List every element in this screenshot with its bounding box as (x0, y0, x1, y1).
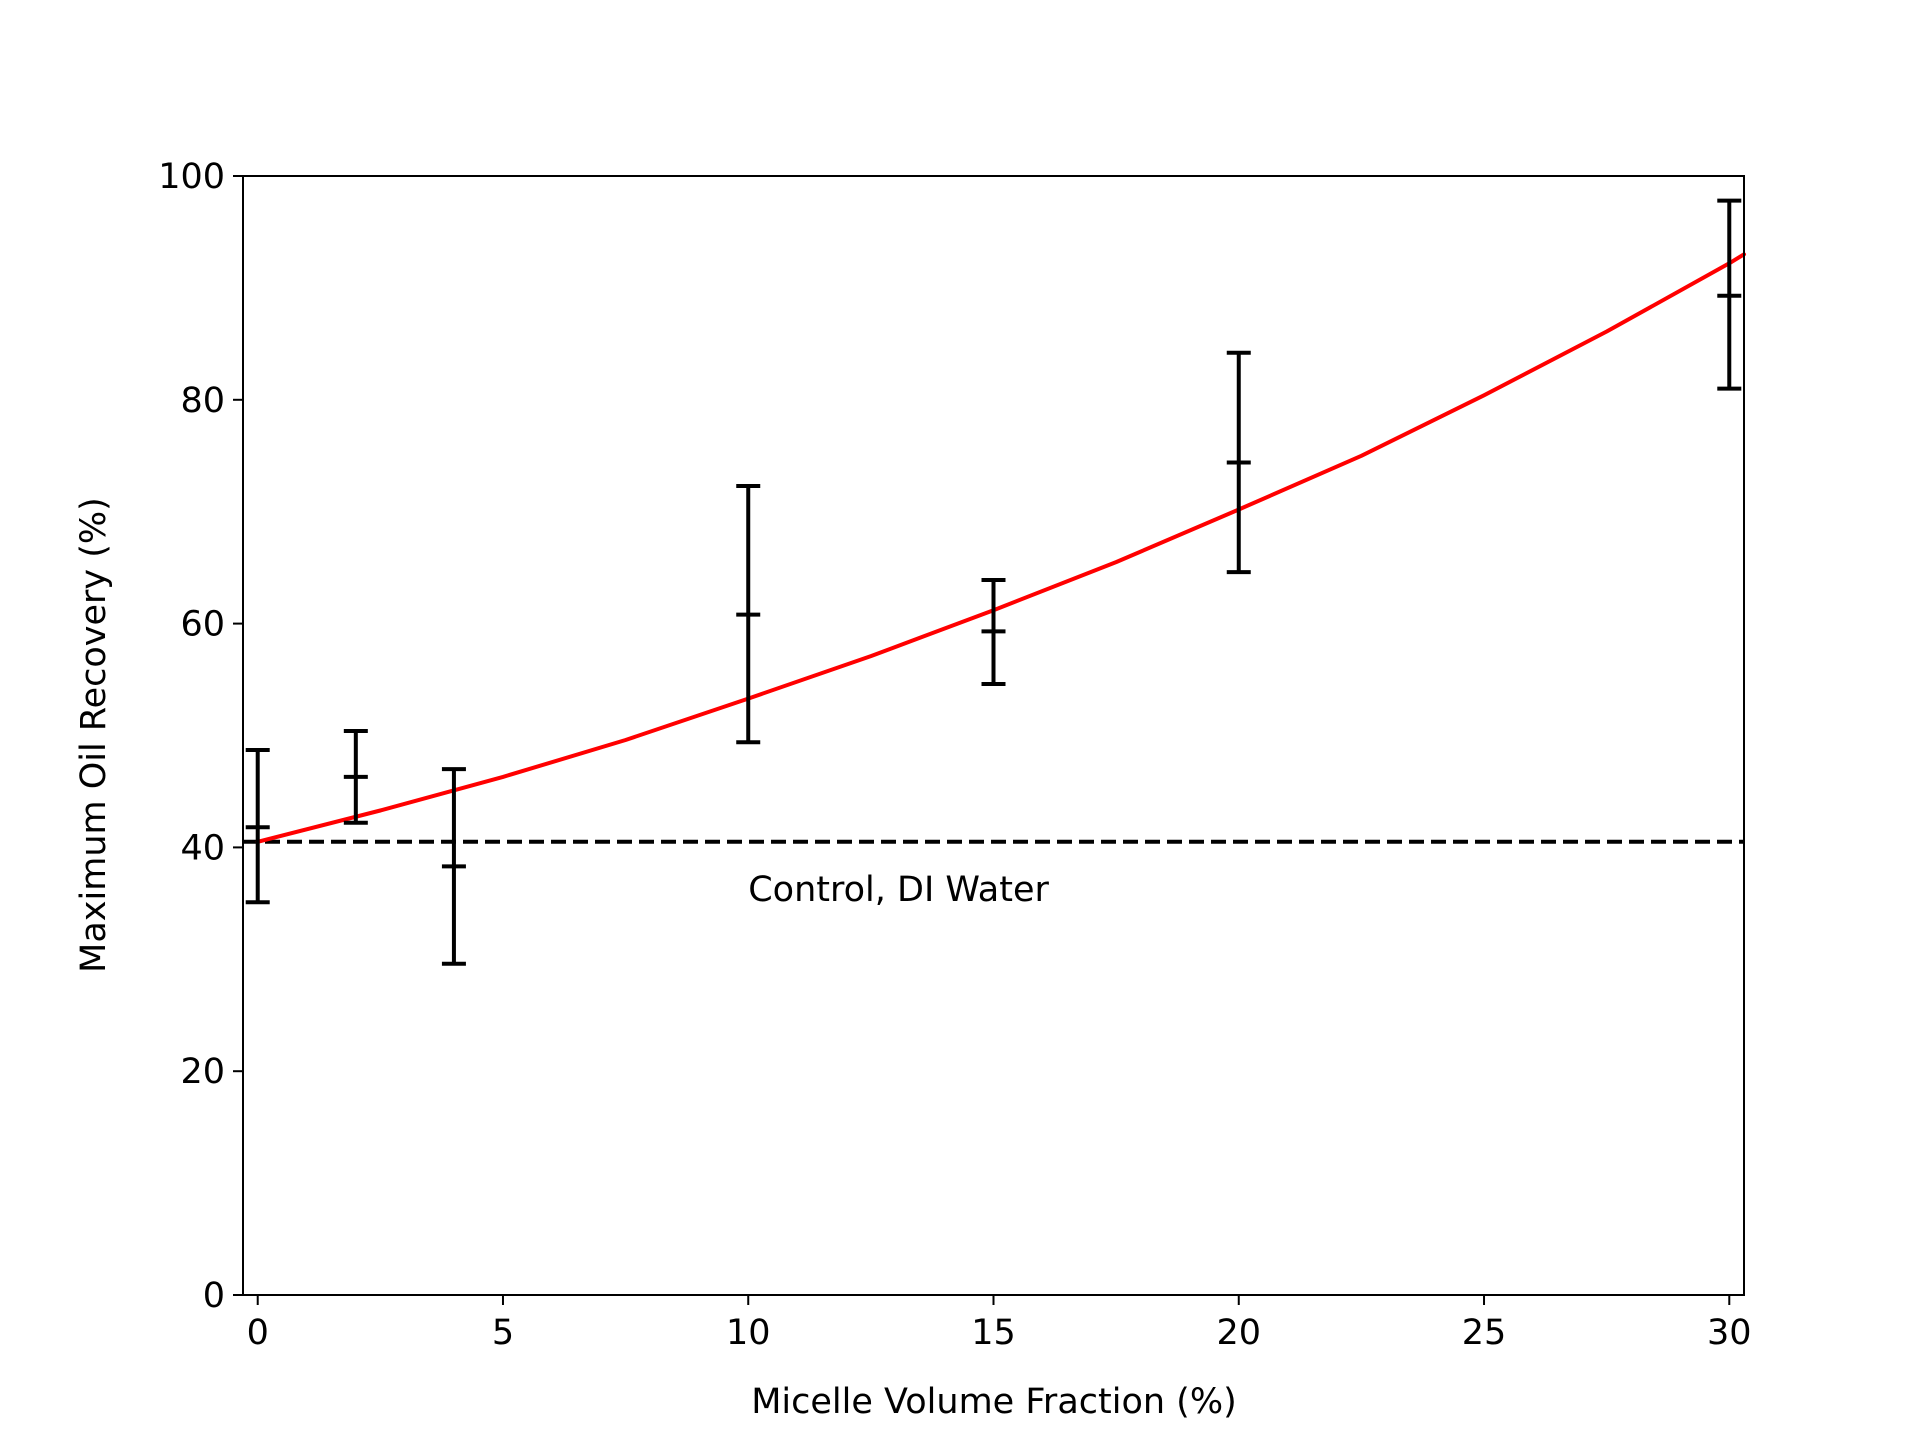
errorbar-point (736, 483, 761, 745)
y-axis-label: Maximum Oil Recovery (%) (74, 497, 114, 973)
x-axis-label: Micelle Volume Fraction (%) (751, 1382, 1237, 1422)
y-tick-label: 0 (203, 1276, 225, 1316)
control-annotation: Control, DI Water (748, 870, 1049, 910)
y-tick-label: 100 (158, 157, 225, 197)
x-tick-label: 30 (1707, 1313, 1752, 1353)
x-tick-label: 0 (247, 1313, 269, 1353)
x-tick-label: 20 (1216, 1313, 1261, 1353)
errorbar-point (245, 748, 270, 905)
x-tick-label: 25 (1462, 1313, 1507, 1353)
x-tick-label: 5 (492, 1313, 514, 1353)
y-tick-label: 80 (180, 381, 225, 421)
plot-area: Control, DI Water 0 5 10 15 20 25 30 0 20 40 60 80 10… (158, 157, 1751, 1353)
x-tick-label: 10 (726, 1313, 771, 1353)
y-tick-label: 20 (180, 1052, 225, 1092)
errorbar-point (441, 767, 466, 966)
y-tick-label: 40 (180, 828, 225, 868)
y-tick-label: 60 (180, 605, 225, 645)
fit-curve (255, 252, 1746, 844)
errorbar-point (1717, 198, 1742, 391)
x-tick-label: 15 (971, 1313, 1016, 1353)
errorbar-point (981, 577, 1006, 687)
errorbar-point (1226, 350, 1251, 575)
errorbar-point (343, 729, 368, 825)
